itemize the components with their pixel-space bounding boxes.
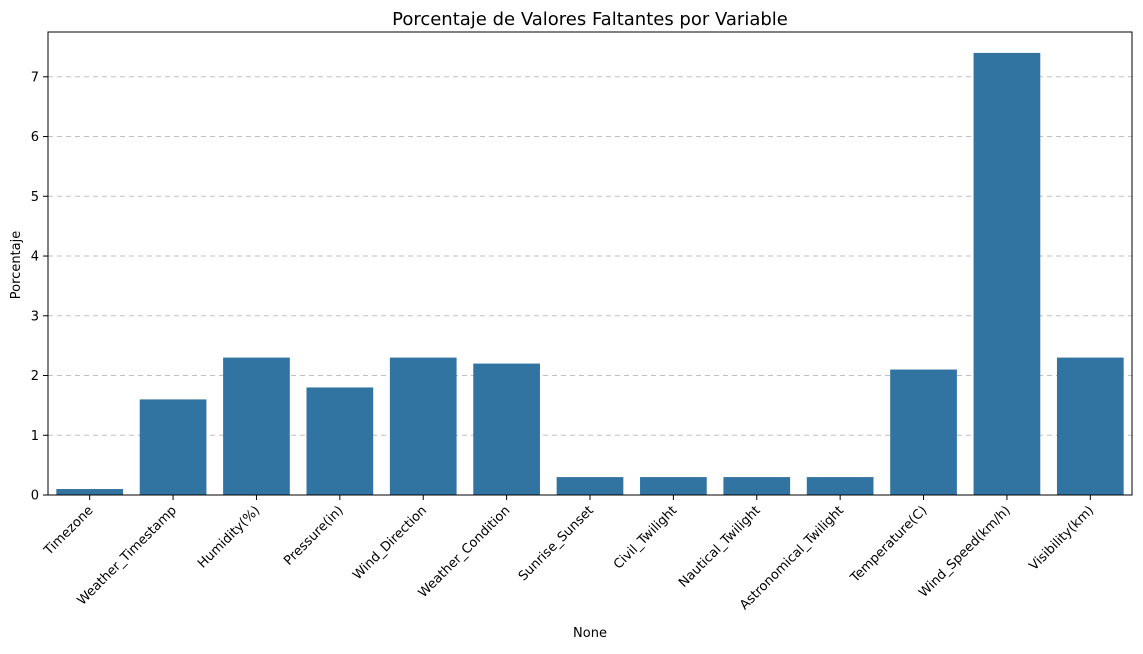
x-tick-label: Civil_Twilight (611, 503, 680, 572)
bar (139, 399, 207, 495)
y-axis-ticks: 0 1 2 3 4 5 6 7 (31, 70, 48, 504)
bar (890, 369, 957, 495)
x-tick-label: Weather_Condition (416, 503, 514, 601)
bar (556, 477, 624, 495)
bar (473, 363, 540, 495)
y-axis-label: Porcentaje (9, 231, 24, 299)
bar (973, 52, 1041, 496)
bar (640, 477, 707, 495)
x-tick-label: Timezone (41, 503, 97, 559)
x-tick-label: Pressure(in) (281, 503, 346, 568)
x-tick-label: Sunrise_Sunset (516, 503, 597, 584)
y-tick-label: 4 (31, 250, 39, 265)
y-tick-label: 7 (31, 70, 39, 85)
y-tick-label: 5 (31, 190, 39, 205)
bar (389, 357, 457, 495)
x-tick-label: Wind_Speed(km/h) (916, 503, 1014, 601)
bar (806, 477, 874, 495)
y-tick-label: 3 (31, 309, 39, 324)
bar (306, 387, 374, 495)
bar (56, 489, 124, 495)
y-tick-label: 0 (31, 489, 39, 504)
x-tick-label: Nautical_Twilight (676, 503, 763, 590)
y-tick-label: 6 (31, 130, 39, 145)
grid-lines (48, 76, 1132, 436)
bar (223, 357, 290, 495)
x-tick-label: Wind_Direction (350, 503, 430, 583)
plot-frame (47, 31, 1133, 496)
bar (1056, 357, 1124, 495)
x-tick-label: Visibility(km) (1027, 503, 1098, 574)
chart-title: Porcentaje de Valores Faltantes por Vari… (392, 9, 788, 30)
y-tick-label: 1 (31, 429, 39, 444)
bar (723, 477, 791, 495)
x-tick-label: Temperature(C) (847, 503, 930, 586)
y-tick-label: 2 (31, 369, 39, 384)
x-tick-label: Humidity(%) (195, 503, 263, 571)
bars (56, 52, 1124, 496)
x-axis-label: None (573, 626, 607, 641)
